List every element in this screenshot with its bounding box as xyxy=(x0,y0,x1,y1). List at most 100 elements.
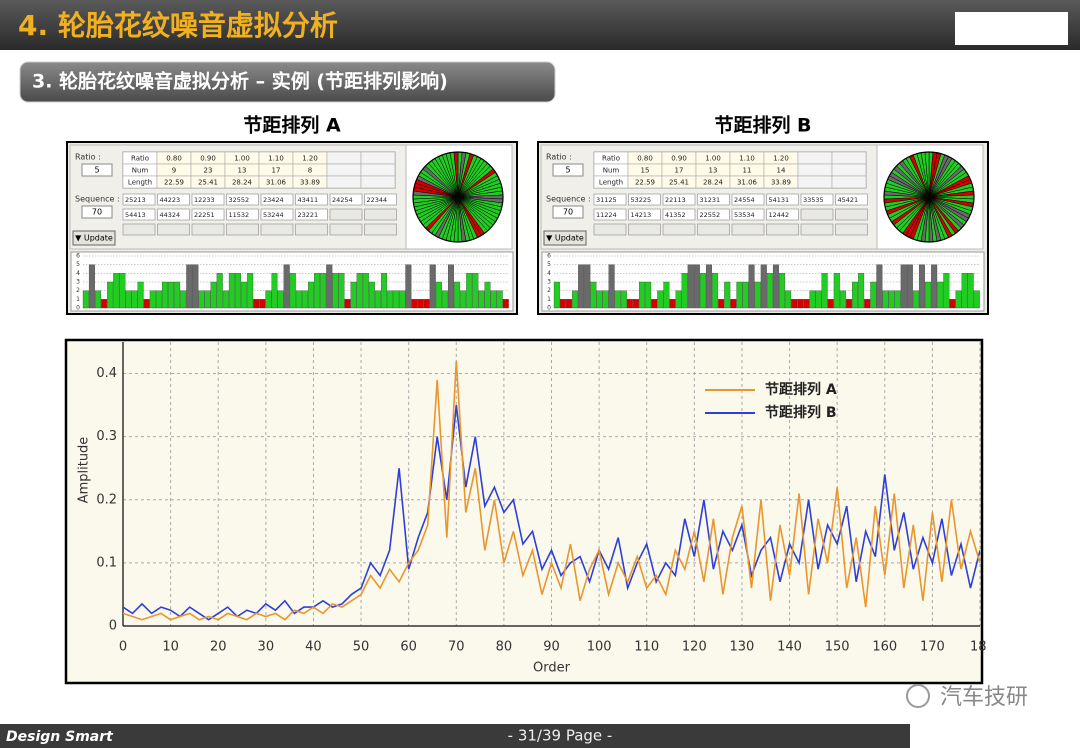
bar-tick-label: 1 xyxy=(76,296,80,303)
sequence-text: 54413 xyxy=(125,211,146,219)
pitch-bar xyxy=(301,290,308,309)
pitch-bar xyxy=(675,290,682,309)
sequence-box xyxy=(364,193,397,206)
sequence-text: 53225 xyxy=(631,196,652,204)
bar-tick-label: 2 xyxy=(76,287,80,294)
pitch-bar xyxy=(754,281,761,309)
sequence-text: 11532 xyxy=(229,211,250,219)
watermark: 汽车技研 xyxy=(940,685,1028,710)
pitch-bar xyxy=(271,273,278,309)
pitch-bar xyxy=(705,264,712,309)
x-tick-label: 150 xyxy=(825,640,850,655)
pitch-bar xyxy=(858,273,865,309)
sequence-box xyxy=(628,223,661,236)
pitch-bar xyxy=(320,273,327,309)
sequence-box xyxy=(800,223,834,236)
sequence-box xyxy=(260,208,294,221)
table-cell xyxy=(797,163,833,177)
sequence-box xyxy=(835,193,868,206)
pitch-bar xyxy=(894,290,901,309)
pitch-bar xyxy=(460,290,467,309)
pitch-bar xyxy=(845,299,852,309)
wheel-rim xyxy=(412,151,504,243)
sequence-text: 31125 xyxy=(596,196,617,204)
update-button-label[interactable]: ▼ Update xyxy=(546,234,584,243)
x-tick-label: 80 xyxy=(496,640,513,655)
pitch-bar xyxy=(918,264,925,309)
pitch-bar xyxy=(876,264,883,309)
ratio-label: Ratio : xyxy=(546,153,572,162)
sequence-text: 22113 xyxy=(665,196,686,204)
pitch-bar xyxy=(186,264,193,309)
sequence-text: 12233 xyxy=(194,196,215,204)
y-tick-label: 0.1 xyxy=(96,555,117,570)
sequence-box xyxy=(835,223,868,236)
sequence-box xyxy=(226,193,259,206)
sequence-text: 22344 xyxy=(367,196,388,204)
bar-tick-label: 1 xyxy=(547,296,551,303)
pitch-bar xyxy=(772,264,779,309)
pitch-bar xyxy=(277,290,284,309)
bar-tick-label: 5 xyxy=(76,261,80,268)
table-cell xyxy=(360,163,396,177)
table-cell xyxy=(360,151,396,165)
sequence-box xyxy=(295,193,328,206)
pitch-bar xyxy=(356,273,363,309)
pitch-bar xyxy=(472,273,479,309)
pitch-bar xyxy=(791,299,798,309)
update-button[interactable] xyxy=(543,230,587,246)
slide-title: 4. 轮胎花纹噪音虚拟分析 xyxy=(18,9,338,42)
pitch-bar xyxy=(417,299,424,309)
pitch-bar xyxy=(174,281,181,309)
update-button-label[interactable]: ▼ Update xyxy=(75,234,113,243)
sequence-box xyxy=(295,223,328,236)
bar-tick-label: 5 xyxy=(547,261,551,268)
update-button[interactable] xyxy=(72,230,116,246)
pitch-bar xyxy=(88,264,95,309)
sequence-text: 24554 xyxy=(734,196,755,204)
sequence-text: 24254 xyxy=(332,196,353,204)
sequence-text: 31231 xyxy=(700,196,721,204)
pitch-bar xyxy=(742,281,749,309)
sequence-box xyxy=(662,193,696,206)
pitch-bar xyxy=(155,290,162,309)
table-cell xyxy=(831,163,867,177)
x-tick-label: 18 xyxy=(970,640,987,655)
pitch-bar xyxy=(466,273,473,309)
x-tick-label: 170 xyxy=(920,640,945,655)
pitch-bar xyxy=(289,273,296,309)
bar-tick-label: 2 xyxy=(547,287,551,294)
sequence-box xyxy=(662,208,696,221)
pitch-bar xyxy=(912,290,919,309)
pitch-bar xyxy=(374,290,381,309)
pitch-bar xyxy=(490,290,497,309)
pitch-bar xyxy=(803,299,810,309)
table-text: 8 xyxy=(308,167,312,175)
x-tick-label: 110 xyxy=(634,640,659,655)
pitch-bar xyxy=(314,273,321,309)
page-number: - 31/39 Page - xyxy=(508,727,613,745)
table-text: 22.59 xyxy=(635,179,655,187)
x-axis-label: Order xyxy=(533,661,571,676)
pitch-bar xyxy=(265,290,272,309)
pitch-bar xyxy=(101,299,108,309)
pitch-bar xyxy=(730,299,737,309)
table-text: Num xyxy=(603,167,620,175)
table-text: Ratio xyxy=(131,155,149,163)
sequence-box xyxy=(697,193,730,206)
table-cell xyxy=(831,175,867,189)
table-text: 1.10 xyxy=(739,155,755,163)
sequence-box xyxy=(364,223,397,236)
pitch-bar xyxy=(228,273,235,309)
pitch-bar xyxy=(454,281,461,309)
pitch-bar xyxy=(496,290,503,309)
pitch-bar xyxy=(332,273,339,309)
header-bar xyxy=(0,0,1080,50)
table-text: 17 xyxy=(675,167,684,175)
y-tick-label: 0 xyxy=(109,619,117,634)
pitch-bar xyxy=(821,273,828,309)
sequence-text: 23424 xyxy=(263,196,284,204)
pitch-bar xyxy=(815,290,822,309)
table-text: 31.06 xyxy=(266,179,287,187)
